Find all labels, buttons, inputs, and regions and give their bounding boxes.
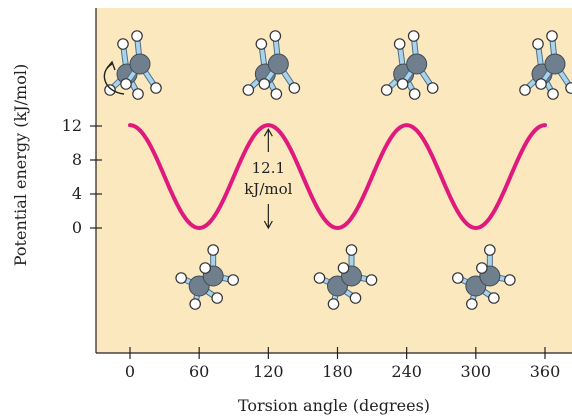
x-tick-label: 300 [461,362,492,381]
arrow-up-head-icon [263,127,273,137]
energy-curve [128,123,547,231]
x-tick-label: 360 [530,362,561,381]
eclipsed-ethane-molecule [380,30,439,100]
eclipsed-ethane-molecule [519,30,572,100]
y-tick-label: 12 [62,116,82,135]
y-axis-title: Potential energy (kJ/mol) [11,64,30,266]
y-tick-label: 4 [72,184,82,203]
molecule-layer [103,30,572,310]
x-tick-label: 0 [125,362,135,381]
rotate-arrow-icon [103,60,125,95]
annotation-value: 12.1 [252,159,285,177]
annotation-unit: kJ/mol [244,180,292,198]
barrier-annotation: 12.1 kJ/mol [244,127,293,230]
x-tick-label: 60 [189,362,209,381]
staggered-ethane-molecule [313,244,378,310]
staggered-ethane-molecule [452,244,516,310]
x-tick-label: 180 [322,362,353,381]
staggered-ethane-molecule [175,244,239,310]
eclipsed-ethane-molecule [104,30,162,100]
y-tick-label: 0 [72,218,82,237]
x-tick-label: 120 [253,362,284,381]
y-tick-label: 8 [72,150,82,169]
eclipsed-ethane-molecule [242,30,301,100]
x-axis-title: Torsion angle (degrees) [238,396,430,415]
arrow-down-head-icon [263,220,273,230]
x-tick-label: 240 [391,362,422,381]
